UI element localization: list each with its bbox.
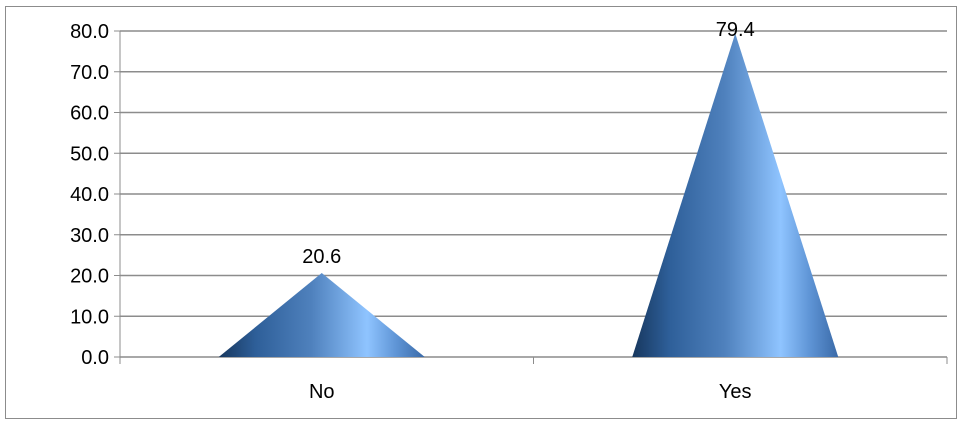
y-tick-label: 20.0 (70, 266, 109, 288)
data-label-yes: 79.4 (716, 19, 755, 41)
x-axis-category-labels: No Yes (309, 381, 752, 403)
data-label-no: 20.6 (302, 246, 341, 268)
cone-yes (632, 33, 839, 357)
y-axis-tick-labels: 0.0 10.0 20.0 30.0 40.0 50.0 60.0 70.0 80.0 (70, 21, 109, 369)
y-tick-label: 10.0 (70, 306, 109, 328)
data-labels: 20.6 79.4 (302, 19, 754, 268)
gridlines (120, 30, 947, 317)
y-tick-label: 40.0 (70, 184, 109, 206)
y-tick-label: 60.0 (70, 103, 109, 125)
y-tick-label: 70.0 (70, 62, 109, 84)
cone-no (218, 273, 425, 357)
y-tick-label: 30.0 (70, 225, 109, 247)
y-tick-label: 50.0 (70, 143, 109, 165)
y-tick-label: 0.0 (81, 347, 109, 369)
y-tick-label: 80.0 (70, 21, 109, 43)
x-category-label-yes: Yes (719, 381, 752, 403)
x-category-label-no: No (309, 381, 335, 403)
data-marks (218, 33, 839, 357)
